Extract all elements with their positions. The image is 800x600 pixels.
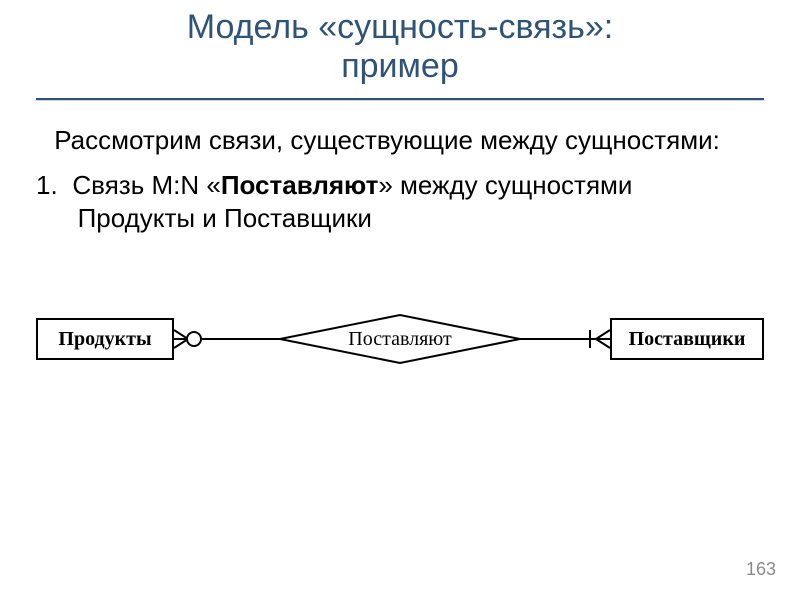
slide: Модель «сущность-связь»: пример Рассмотр… — [0, 0, 800, 600]
list-text-part-a: Связь M:N « — [72, 170, 220, 200]
crowfoot-left-bot — [174, 339, 188, 348]
page-number: 163 — [746, 559, 776, 580]
title-rule — [36, 98, 764, 101]
er-diagram-svg: Продукты Поставщики Поставляют — [36, 300, 764, 380]
entity-right-label: Поставщики — [629, 328, 746, 350]
list-item-1: 1.Связь M:N «Поставляют» между сущностям… — [36, 169, 736, 237]
intro-text: Рассмотрим связи, существующие между сущ… — [36, 124, 736, 157]
body-text: Рассмотрим связи, существующие между сущ… — [36, 124, 736, 236]
list-number: 1. — [36, 169, 72, 203]
title-line-2: пример — [341, 47, 459, 85]
optional-circle-left — [187, 332, 201, 346]
crowfoot-left-top — [174, 330, 188, 339]
title-line-1: Модель «сущность-связь»: — [187, 8, 613, 46]
crowfoot-right-top — [596, 330, 610, 339]
er-diagram: Продукты Поставщики Поставляют — [36, 300, 764, 380]
relationship-label: Поставляют — [348, 328, 452, 350]
entity-left-label: Продукты — [58, 328, 152, 350]
list-text-bold: Поставляют — [221, 170, 379, 200]
crowfoot-right-bot — [596, 339, 610, 348]
slide-title: Модель «сущность-связь»: пример — [0, 0, 800, 86]
